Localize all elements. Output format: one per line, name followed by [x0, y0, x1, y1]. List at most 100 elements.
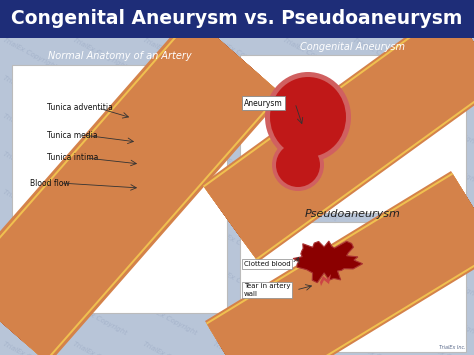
Ellipse shape: [272, 139, 324, 191]
Polygon shape: [220, 197, 474, 355]
Text: TrialEx Copyright: TrialEx Copyright: [142, 150, 198, 184]
Text: TrialEx Copyright: TrialEx Copyright: [282, 226, 338, 260]
Text: TrialEx Copyright: TrialEx Copyright: [352, 0, 408, 32]
Polygon shape: [218, 191, 474, 355]
Text: TrialEx Copyright: TrialEx Copyright: [2, 74, 58, 108]
Text: TrialEx Copyright: TrialEx Copyright: [422, 188, 474, 222]
Polygon shape: [204, 9, 474, 259]
Text: TrialEx Copyright: TrialEx Copyright: [282, 340, 338, 355]
Text: TrialEx Copyright: TrialEx Copyright: [422, 264, 474, 298]
Polygon shape: [204, 9, 474, 259]
Text: TrialEx Copyright: TrialEx Copyright: [282, 74, 338, 108]
Text: TrialEx Copyright: TrialEx Copyright: [212, 150, 268, 184]
Polygon shape: [209, 178, 474, 355]
Polygon shape: [0, 16, 282, 355]
Ellipse shape: [270, 77, 346, 157]
Polygon shape: [0, 14, 283, 355]
Ellipse shape: [276, 143, 320, 187]
Polygon shape: [205, 171, 474, 355]
Text: TrialEx Copyright: TrialEx Copyright: [212, 112, 268, 146]
Text: TrialEx Copyright: TrialEx Copyright: [352, 150, 408, 184]
Text: TrialEx Copyright: TrialEx Copyright: [212, 302, 268, 336]
Text: TrialEx Copyright: TrialEx Copyright: [352, 36, 408, 70]
Text: TrialEx Copyright: TrialEx Copyright: [72, 36, 128, 70]
Text: TrialEx Copyright: TrialEx Copyright: [142, 36, 198, 70]
Text: Normal Anatomy of an Artery: Normal Anatomy of an Artery: [48, 51, 191, 61]
Polygon shape: [0, 30, 265, 348]
Text: TrialEx Copyright: TrialEx Copyright: [212, 226, 268, 260]
Text: Congenital Aneurysm vs. Pseudoaneurysm: Congenital Aneurysm vs. Pseudoaneurysm: [11, 10, 463, 28]
Text: TrialEx Copyright: TrialEx Copyright: [352, 188, 408, 222]
Text: TrialEx Copyright: TrialEx Copyright: [212, 340, 268, 355]
Text: TrialEx Copyright: TrialEx Copyright: [142, 0, 198, 32]
Text: TrialEx Copyright: TrialEx Copyright: [2, 264, 58, 298]
Text: Tunica intima: Tunica intima: [47, 153, 99, 163]
Text: TrialEx Copyright: TrialEx Copyright: [72, 74, 128, 108]
Text: Clotted blood: Clotted blood: [244, 261, 291, 267]
Text: TrialEx Copyright: TrialEx Copyright: [212, 36, 268, 70]
Bar: [240, 222, 466, 352]
Bar: [240, 222, 466, 352]
Text: TrialEx Copyright: TrialEx Copyright: [422, 340, 474, 355]
Text: TrialEx Copyright: TrialEx Copyright: [2, 340, 58, 355]
Polygon shape: [219, 31, 474, 237]
Text: TrialEx Copyright: TrialEx Copyright: [2, 112, 58, 146]
Text: TrialEx Copyright: TrialEx Copyright: [282, 302, 338, 336]
Text: TrialEx Copyright: TrialEx Copyright: [142, 226, 198, 260]
Text: Congenital Aneurysm: Congenital Aneurysm: [301, 42, 405, 52]
Text: TrialEx Copyright: TrialEx Copyright: [282, 0, 338, 32]
Text: TrialEx Copyright: TrialEx Copyright: [142, 188, 198, 222]
Text: TrialEx Copyright: TrialEx Copyright: [282, 264, 338, 298]
Bar: [0, 0, 474, 38]
Polygon shape: [286, 147, 322, 149]
Text: TrialEx Copyright: TrialEx Copyright: [72, 340, 128, 355]
Text: TrialEx Copyright: TrialEx Copyright: [142, 74, 198, 108]
Text: TrialEx Copyright: TrialEx Copyright: [282, 150, 338, 184]
Text: TrialEx Copyright: TrialEx Copyright: [72, 264, 128, 298]
Text: TrialEx Copyright: TrialEx Copyright: [422, 74, 474, 108]
Text: TrialEx Copyright: TrialEx Copyright: [72, 226, 128, 260]
Text: TrialEx Copyright: TrialEx Copyright: [142, 264, 198, 298]
Text: TrialEx Copyright: TrialEx Copyright: [2, 0, 58, 32]
Polygon shape: [292, 131, 325, 183]
Text: TrialEx Copyright: TrialEx Copyright: [212, 74, 268, 108]
Text: TrialEx Copyright: TrialEx Copyright: [2, 36, 58, 70]
Text: TrialEx Copyright: TrialEx Copyright: [72, 0, 128, 32]
Text: TrialEx Copyright: TrialEx Copyright: [352, 340, 408, 355]
Polygon shape: [212, 21, 474, 247]
Text: TrialEx Copyright: TrialEx Copyright: [422, 0, 474, 32]
Polygon shape: [214, 186, 474, 355]
Polygon shape: [293, 241, 363, 283]
Text: Blood flow: Blood flow: [30, 179, 70, 187]
Ellipse shape: [265, 72, 351, 162]
Text: TrialEx Inc.: TrialEx Inc.: [439, 345, 466, 350]
Text: TrialEx Copyright: TrialEx Copyright: [422, 226, 474, 260]
Text: TrialEx Copyright: TrialEx Copyright: [282, 188, 338, 222]
Text: TrialEx Copyright: TrialEx Copyright: [2, 302, 58, 336]
Text: Tunica media: Tunica media: [47, 131, 98, 140]
Text: TrialEx Copyright: TrialEx Copyright: [142, 340, 198, 355]
Polygon shape: [0, 17, 280, 355]
Text: TrialEx Copyright: TrialEx Copyright: [212, 0, 268, 32]
Text: TrialEx Copyright: TrialEx Copyright: [142, 112, 198, 146]
Polygon shape: [202, 6, 474, 262]
Text: Pseudoaneurysm: Pseudoaneurysm: [305, 209, 401, 219]
Text: TrialEx Copyright: TrialEx Copyright: [352, 112, 408, 146]
Text: TrialEx Copyright: TrialEx Copyright: [422, 302, 474, 336]
Text: TrialEx Copyright: TrialEx Copyright: [72, 302, 128, 336]
Polygon shape: [0, 38, 256, 340]
Text: TrialEx Copyright: TrialEx Copyright: [212, 264, 268, 298]
Text: TrialEx Copyright: TrialEx Copyright: [352, 264, 408, 298]
Polygon shape: [216, 26, 474, 242]
Bar: [240, 55, 466, 213]
Text: TrialEx Copyright: TrialEx Copyright: [72, 112, 128, 146]
Bar: [240, 55, 466, 213]
Text: TrialEx Copyright: TrialEx Copyright: [72, 188, 128, 222]
Text: TrialEx Copyright: TrialEx Copyright: [72, 150, 128, 184]
Text: TrialEx Copyright: TrialEx Copyright: [282, 36, 338, 70]
Text: TrialEx Copyright: TrialEx Copyright: [352, 302, 408, 336]
Text: TrialEx Copyright: TrialEx Copyright: [422, 36, 474, 70]
Text: Tear in artery
wall: Tear in artery wall: [244, 283, 291, 297]
Text: TrialEx Copyright: TrialEx Copyright: [2, 150, 58, 184]
Text: TrialEx Copyright: TrialEx Copyright: [352, 74, 408, 108]
